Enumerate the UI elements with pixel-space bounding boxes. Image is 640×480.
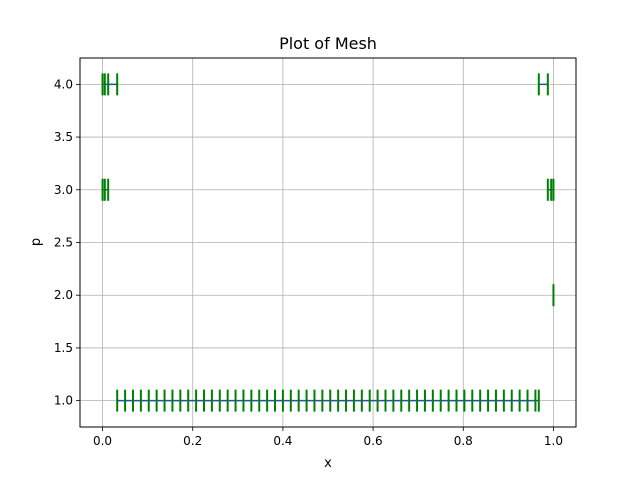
x-tick-label: 1.0	[544, 434, 563, 448]
data-layer	[101, 73, 555, 412]
y-tick-label: 4.0	[54, 77, 73, 91]
grid-layer	[80, 58, 576, 427]
y-axis-title: p	[29, 238, 44, 246]
x-axis-title: x	[324, 456, 332, 471]
y-tick-label: 2.5	[54, 236, 73, 250]
y-tick-label: 1.0	[54, 394, 73, 408]
y-tick-label: 2.0	[54, 288, 73, 302]
x-tick-label: 0.8	[454, 434, 473, 448]
x-tick-label: 0.2	[183, 434, 202, 448]
chart-title: Plot of Mesh	[279, 34, 377, 53]
x-tick-label: 0.4	[273, 434, 292, 448]
x-tick-label: 0.0	[93, 434, 112, 448]
y-tick-label: 3.5	[54, 130, 73, 144]
y-tick-label: 3.0	[54, 183, 73, 197]
x-tick-label: 0.6	[364, 434, 383, 448]
tick-layer: 0.0 0.2 0.4 0.6 0.8 1.0 1.0 1.5 2.0 2.5 3.0 3.5 4.0	[54, 77, 563, 448]
y-tick-label: 1.5	[54, 341, 73, 355]
